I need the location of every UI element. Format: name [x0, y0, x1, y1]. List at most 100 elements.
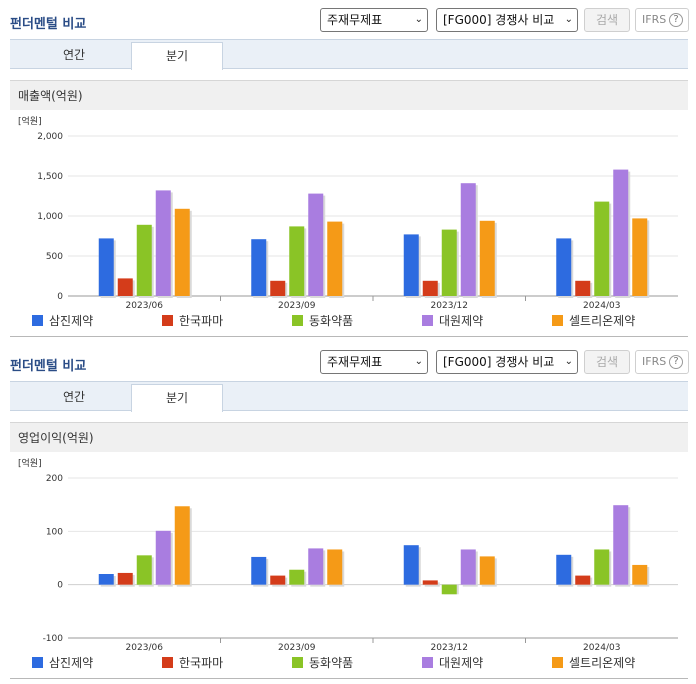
bar-셀트리온제약-2024/03[interactable]	[632, 218, 648, 296]
period-tabs: 연간 분기	[10, 381, 688, 412]
chevron-down-icon: ⌄	[414, 14, 423, 25]
tab-annual[interactable]: 연간	[62, 390, 86, 404]
legend-item[interactable]: 삼진제약	[32, 652, 93, 674]
statement-select[interactable]: 주재무제표 ⌄	[320, 8, 428, 32]
bar-대원제약-2024/03[interactable]	[613, 169, 629, 296]
bar-삼진제약-2023/12[interactable]	[403, 234, 419, 296]
section-title: 펀더멘털 비교	[10, 17, 87, 32]
search-button[interactable]: 검색	[584, 350, 630, 374]
bar-삼진제약-2023/06[interactable]	[98, 574, 114, 585]
bar-한국파마-2024/03[interactable]	[575, 575, 591, 585]
legend-label: 한국파마	[179, 656, 224, 670]
bar-대원제약-2023/09[interactable]	[308, 193, 324, 296]
legend-item[interactable]: 동화약품	[292, 652, 353, 674]
legend-label: 동화약품	[309, 656, 354, 670]
bar-셀트리온제약-2023/06[interactable]	[174, 208, 190, 296]
chart-legend: 삼진제약 한국파마 동화약품 대원제약 셀트리온제약	[10, 652, 688, 674]
x-tick-label: 2023/06	[126, 301, 164, 310]
legend-item[interactable]: 한국파마	[162, 652, 223, 674]
legend-label: 대원제약	[439, 314, 484, 328]
statement-select[interactable]: 주재무제표 ⌄	[320, 350, 428, 374]
bar-동화약품-2023/09[interactable]	[289, 569, 305, 585]
compare-select-value: [FG000] 경쟁사 비교	[443, 355, 555, 369]
search-button[interactable]: 검색	[584, 8, 630, 32]
bar-대원제약-2023/06[interactable]	[155, 530, 171, 585]
chevron-down-icon: ⌄	[414, 356, 423, 367]
section-divider	[10, 678, 688, 679]
compare-select[interactable]: [FG000] 경쟁사 비교 ⌄	[436, 350, 578, 374]
compare-select[interactable]: [FG000] 경쟁사 비교 ⌄	[436, 8, 578, 32]
section-title: 펀더멘털 비교	[10, 359, 87, 374]
tab-quarter[interactable]: 분기	[131, 384, 223, 412]
legend-swatch	[292, 315, 303, 326]
bar-셀트리온제약-2023/06[interactable]	[174, 506, 190, 585]
y-tick-label: 1,500	[37, 172, 63, 182]
period-tabs: 연간 분기	[10, 39, 688, 70]
legend-label: 셀트리온제약	[569, 314, 636, 328]
x-tick-label: 2023/12	[431, 643, 468, 652]
legend-item[interactable]: 대원제약	[422, 310, 483, 332]
legend-item[interactable]: 한국파마	[162, 310, 223, 332]
legend-swatch	[292, 657, 303, 668]
sales-chart: [억원] 0 500 1,000 1,500 2,000 2023/06 2023/09 202…	[10, 110, 688, 310]
legend-label: 삼진제약	[49, 656, 94, 670]
bar-한국파마-2024/03[interactable]	[575, 280, 591, 296]
unit-label: [억원]	[18, 115, 42, 127]
bar-동화약품-2024/03[interactable]	[594, 549, 610, 585]
bar-대원제약-2024/03[interactable]	[613, 505, 629, 585]
bar-삼진제약-2023/06[interactable]	[98, 238, 114, 296]
y-tick-label: 500	[46, 252, 63, 262]
ifrs-button[interactable]: IFRS ?	[635, 350, 689, 374]
legend-item[interactable]: 대원제약	[422, 652, 483, 674]
bar-셀트리온제약-2023/09[interactable]	[327, 221, 343, 296]
fundamental-section-sales: 펀더멘털 비교 주재무제표 ⌄ [FG000] 경쟁사 비교 ⌄ 검색 IFRS…	[10, 8, 689, 337]
bar-셀트리온제약-2023/12[interactable]	[479, 220, 495, 296]
x-tick-label: 2023/09	[278, 643, 316, 652]
operating-profit-bar-chart: [억원] -100 0 100 200 2023/06 2023/09 2023/12 2024…	[18, 457, 678, 652]
bar-한국파마-2023/09[interactable]	[270, 575, 286, 585]
tab-quarter[interactable]: 분기	[131, 42, 223, 70]
legend-swatch	[552, 315, 563, 326]
bar-삼진제약-2024/03[interactable]	[556, 238, 572, 296]
bar-대원제약-2023/12[interactable]	[460, 183, 476, 296]
legend-swatch	[422, 657, 433, 668]
y-tick-label: 0	[57, 581, 63, 591]
legend-swatch	[32, 315, 43, 326]
bar-셀트리온제약-2023/09[interactable]	[327, 549, 343, 585]
legend-item[interactable]: 동화약품	[292, 310, 353, 332]
tab-annual[interactable]: 연간	[62, 48, 86, 62]
bar-동화약품-2023/09[interactable]	[289, 226, 305, 296]
bar-한국파마-2023/09[interactable]	[270, 280, 286, 296]
bar-한국파마-2023/06[interactable]	[117, 278, 133, 296]
bar-동화약품-2023/12[interactable]	[441, 229, 457, 296]
bar-셀트리온제약-2023/12[interactable]	[479, 556, 495, 585]
bar-삼진제약-2023/09[interactable]	[251, 556, 267, 585]
bar-대원제약-2023/12[interactable]	[460, 549, 476, 585]
bar-한국파마-2023/12[interactable]	[422, 280, 438, 296]
legend-item[interactable]: 삼진제약	[32, 310, 93, 332]
legend-item[interactable]: 셀트리온제약	[552, 652, 635, 674]
x-tick-label: 2024/03	[583, 301, 620, 310]
bar-동화약품-2023/12[interactable]	[441, 584, 457, 595]
bar-삼진제약-2023/12[interactable]	[403, 545, 419, 585]
x-tick-label: 2023/12	[431, 301, 468, 310]
y-tick-label: 0	[57, 292, 63, 302]
bar-한국파마-2023/12[interactable]	[422, 580, 438, 585]
bar-셀트리온제약-2024/03[interactable]	[632, 564, 648, 585]
bar-동화약품-2023/06[interactable]	[136, 224, 152, 296]
metric-title: 영업이익(억원)	[10, 422, 688, 452]
statement-select-value: 주재무제표	[327, 13, 383, 27]
bar-대원제약-2023/09[interactable]	[308, 548, 324, 585]
y-tick-label: 100	[46, 527, 63, 537]
bar-삼진제약-2024/03[interactable]	[556, 554, 572, 585]
bar-삼진제약-2023/09[interactable]	[251, 239, 267, 296]
legend-item[interactable]: 셀트리온제약	[552, 310, 635, 332]
ifrs-button[interactable]: IFRS ?	[635, 8, 689, 32]
chart-legend: 삼진제약 한국파마 동화약품 대원제약 셀트리온제약	[10, 310, 688, 332]
legend-swatch	[552, 657, 563, 668]
legend-swatch	[422, 315, 433, 326]
bar-동화약품-2024/03[interactable]	[594, 201, 610, 296]
bar-한국파마-2023/06[interactable]	[117, 572, 133, 585]
bar-동화약품-2023/06[interactable]	[136, 555, 152, 585]
bar-대원제약-2023/06[interactable]	[155, 190, 171, 296]
